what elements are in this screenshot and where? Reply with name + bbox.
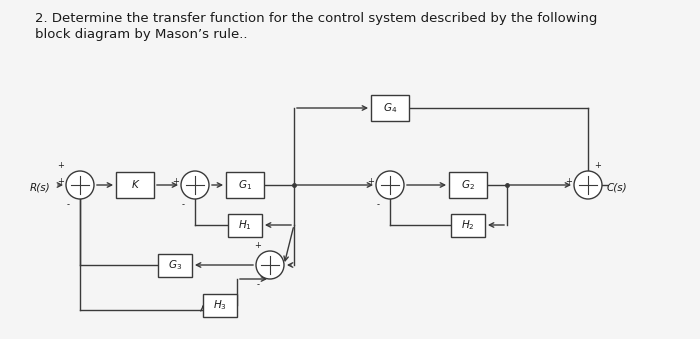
- Text: $H_1$: $H_1$: [238, 218, 252, 232]
- Bar: [228, 214, 262, 237]
- Text: C(s): C(s): [607, 182, 628, 192]
- Bar: [116, 172, 154, 198]
- Text: -: -: [181, 200, 185, 210]
- Text: -: -: [66, 200, 69, 210]
- Bar: [449, 172, 487, 198]
- Bar: [158, 254, 192, 277]
- Text: -: -: [377, 200, 379, 210]
- Circle shape: [256, 251, 284, 279]
- Text: $G_2$: $G_2$: [461, 178, 475, 192]
- Text: $H_3$: $H_3$: [213, 298, 227, 312]
- Text: R(s): R(s): [30, 182, 50, 192]
- Text: 2. Determine the transfer function for the control system described by the follo: 2. Determine the transfer function for t…: [35, 12, 597, 25]
- Bar: [371, 95, 409, 121]
- Text: $G_4$: $G_4$: [383, 101, 397, 115]
- Text: -: -: [256, 280, 260, 290]
- Circle shape: [66, 171, 94, 199]
- Circle shape: [376, 171, 404, 199]
- Text: +: +: [594, 161, 601, 171]
- Text: block diagram by Mason’s rule..: block diagram by Mason’s rule..: [35, 28, 248, 41]
- Text: $G_1$: $G_1$: [238, 178, 252, 192]
- Bar: [226, 172, 264, 198]
- Text: $H_2$: $H_2$: [461, 218, 475, 232]
- Bar: [451, 214, 485, 237]
- Text: +: +: [368, 177, 374, 185]
- Text: +: +: [57, 161, 64, 171]
- Text: $G_3$: $G_3$: [168, 258, 182, 272]
- Circle shape: [181, 171, 209, 199]
- Bar: [203, 294, 237, 317]
- Circle shape: [574, 171, 602, 199]
- Text: +: +: [173, 177, 179, 185]
- Text: K: K: [132, 180, 139, 190]
- Text: +: +: [57, 177, 64, 185]
- Text: +: +: [566, 177, 573, 185]
- Text: +: +: [255, 241, 261, 251]
